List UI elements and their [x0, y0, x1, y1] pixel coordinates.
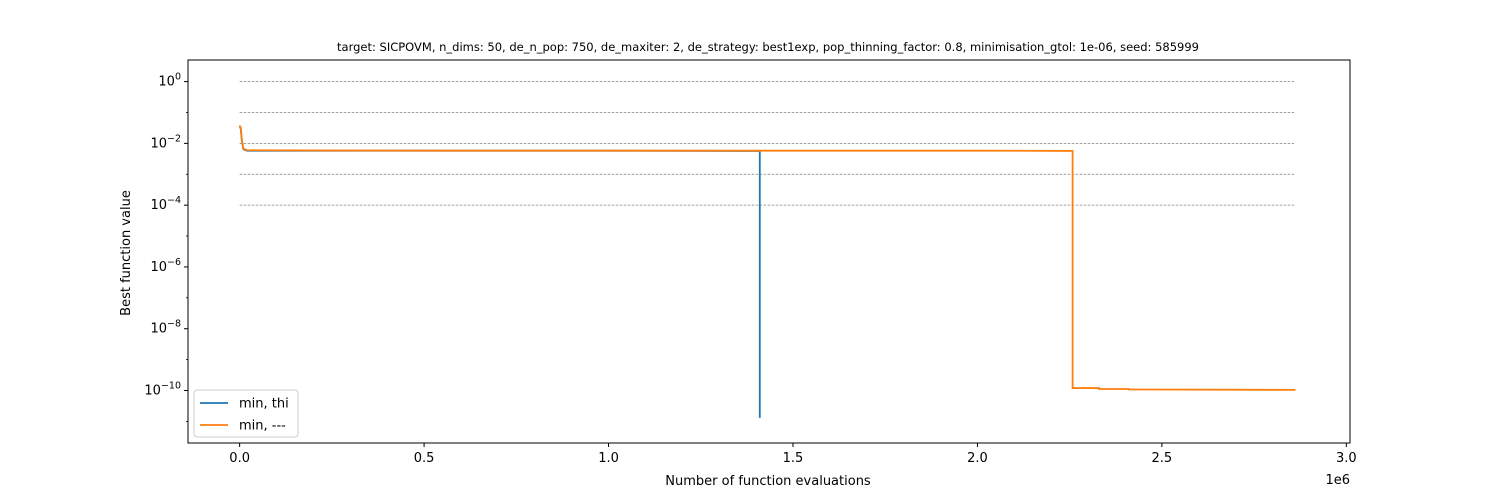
y-tick-label-1: 10−2 [150, 133, 181, 151]
series-line-1 [238, 125, 1296, 391]
plot-area: 0.0 0.5 1.0 1.5 2.0 2.5 3.0 100 10−2 10−4 10−6 10−8… [144, 59, 1357, 466]
x-tick-label-6: 3.0 [1336, 451, 1357, 466]
legend-label-0: min, thi [239, 397, 289, 412]
chart-title: target: SICPOVM, n_dims: 50, de_n_pop: 7… [337, 40, 1199, 54]
y-tick-label-5: 10−10 [144, 381, 181, 399]
x-tick-label-4: 2.0 [967, 451, 988, 466]
x-tick-label-1: 0.5 [414, 451, 435, 466]
y-tick-label-2: 10−4 [150, 195, 181, 213]
x-axis-label: Number of function evaluations [665, 474, 871, 489]
y-tick-label-4: 10−8 [150, 319, 181, 337]
y-tick-label-3: 10−6 [150, 257, 181, 275]
axes-frame [187, 59, 1351, 444]
legend-label-1: min, --- [239, 419, 286, 434]
x-axis-offset-label: 1e6 [1325, 473, 1350, 488]
x-tick-label-2: 1.0 [598, 451, 619, 466]
y-axis-label: Best function value [119, 190, 134, 316]
x-tick-label-0: 0.0 [229, 451, 250, 466]
x-tick-label-5: 2.5 [1152, 451, 1173, 466]
y-tick-label-0: 100 [158, 72, 181, 90]
x-tick-label-3: 1.5 [783, 451, 804, 466]
legend: min, thi min, --- [193, 389, 299, 438]
